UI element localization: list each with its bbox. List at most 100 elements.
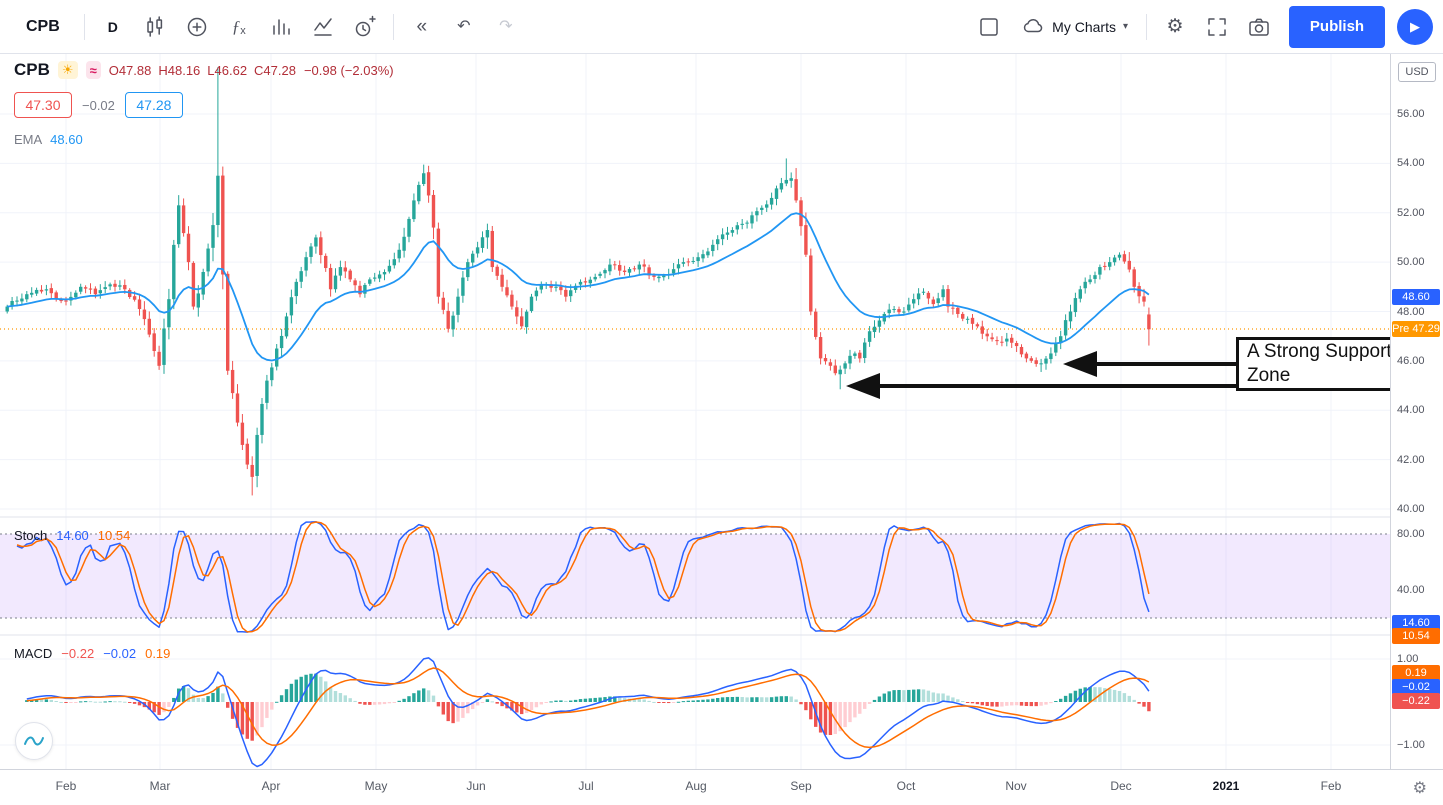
main-legend: CPB ☀ ≈ O47.88 H48.16 L46.62 C47.28 −0.9… — [14, 60, 394, 80]
macd-tick-label: 1.00 — [1397, 653, 1419, 665]
stoch-legend: Stoch 14.60 10.54 — [14, 528, 130, 543]
currency-label: USD — [1398, 62, 1436, 82]
play-icon: ▶ — [1410, 18, 1420, 34]
macd-line-badge: −0.02 — [1392, 679, 1440, 695]
premarket-price-badge: Pre 47.29 — [1392, 321, 1440, 338]
my-charts-label: My Charts — [1052, 18, 1116, 35]
time-tick-label: May — [364, 779, 388, 793]
redo-button[interactable]: ↷ — [499, 17, 513, 35]
fullscreen-icon — [1208, 17, 1226, 36]
macd-legend: MACD −0.22 −0.02 0.19 — [14, 646, 170, 661]
ohlc-low: L46.62 — [207, 62, 248, 78]
price-tick-label: 42.00 — [1397, 453, 1425, 466]
ohlc-open: O47.88 — [108, 62, 152, 78]
price-tick-label: 48.00 — [1397, 305, 1425, 318]
stoch-k-value: 14.60 — [56, 528, 89, 543]
ema-value: 48.60 — [50, 132, 83, 147]
toolbar-separator — [83, 13, 85, 40]
stoch-label: Stoch — [14, 528, 48, 543]
fx-icon-sub: x — [240, 24, 246, 37]
plus-circle-icon — [187, 17, 207, 36]
stoch-tick-label: 40.00 — [1397, 584, 1425, 596]
macd-signal-value: 0.19 — [145, 646, 171, 661]
my-charts-button[interactable]: My Charts ▾ — [1011, 8, 1138, 46]
chevron-down-icon: ▾ — [1122, 21, 1128, 32]
price-tick-label: 46.00 — [1397, 354, 1425, 367]
price-tick-label: 52.00 — [1397, 206, 1425, 219]
legend-symbol[interactable]: CPB — [14, 60, 50, 79]
bar-replay-button[interactable]: « — [416, 16, 428, 37]
buy-price-box[interactable]: 47.28 — [124, 92, 183, 118]
undo-button[interactable]: ↶ — [457, 17, 471, 35]
snapshot-button[interactable] — [1239, 8, 1279, 46]
spread-value: −0.02 — [82, 97, 115, 113]
alarm-clock-plus-icon — [355, 15, 376, 36]
templates-button[interactable] — [303, 8, 343, 46]
alert-button[interactable] — [345, 8, 385, 46]
chart-type-button[interactable] — [135, 8, 175, 46]
candles-icon — [147, 15, 162, 37]
stoch-tick-label: 80.00 — [1397, 528, 1425, 540]
macd-label: MACD — [14, 646, 53, 661]
macd-signal-badge: 0.19 — [1392, 665, 1440, 681]
interval-button[interactable]: D — [107, 18, 118, 35]
layout-square-icon — [980, 17, 998, 36]
stoch-k-badge: 14.60 — [1392, 615, 1440, 631]
time-tick-label: Apr — [261, 779, 281, 793]
time-tick-label: Feb — [55, 779, 77, 793]
fullscreen-button[interactable] — [1197, 8, 1237, 46]
macd-hist-badge: −0.22 — [1392, 693, 1440, 709]
time-settings-icon[interactable]: ⚙ — [1412, 780, 1427, 797]
price-tick-label: 56.00 — [1397, 108, 1425, 120]
cloud-icon — [1024, 18, 1043, 32]
toolbar-right-group: My Charts ▾ ⚙ Publish ▶ — [969, 0, 1433, 53]
time-tick-label: Mar — [149, 779, 171, 793]
macd-tick-label: −1.00 — [1397, 739, 1425, 751]
chart-area[interactable]: CPB ☀ ≈ O47.88 H48.16 L46.62 C47.28 −0.9… — [0, 54, 1436, 769]
ideas-play-button[interactable]: ▶ — [1397, 8, 1433, 45]
fx-icon: ƒ — [231, 16, 241, 36]
stoch-d-badge: 10.54 — [1392, 628, 1440, 644]
chart-canvas[interactable] — [0, 54, 1390, 769]
fundamentals-button[interactable] — [261, 8, 301, 46]
wave-chip-icon: ≈ — [85, 61, 101, 79]
time-tick-label: Aug — [685, 779, 707, 793]
ohlc-high: H48.16 — [158, 62, 201, 78]
bar-metrics-icon — [273, 18, 290, 35]
symbol-search-button[interactable]: CPB — [26, 17, 60, 35]
toolbar-separator — [392, 13, 394, 40]
stoch-d-value: 10.54 — [97, 528, 131, 543]
ema-label: EMA — [14, 132, 43, 147]
publish-button[interactable]: Publish — [1289, 5, 1385, 48]
price-tick-label: 54.00 — [1397, 157, 1425, 170]
ema-legend: EMA 48.60 — [14, 132, 83, 147]
time-tick-label: Oct — [896, 779, 916, 793]
price-tick-label: 44.00 — [1397, 404, 1425, 417]
legend-ohlc: O47.88 H48.16 L46.62 C47.28 — [109, 63, 296, 78]
time-tick-label: Jul — [578, 779, 594, 793]
time-tick-label: Dec — [1110, 779, 1132, 793]
ohlc-close: C47.28 — [254, 62, 296, 78]
time-tick-label: Nov — [1005, 779, 1027, 793]
macd-line-value: −0.02 — [103, 646, 137, 661]
time-tick-label: Jun — [466, 779, 486, 793]
layout-button[interactable] — [969, 8, 1009, 46]
sell-price-box[interactable]: 47.30 — [14, 92, 72, 118]
compare-button[interactable] — [177, 8, 217, 46]
price-tick-label: 40.00 — [1397, 503, 1425, 515]
price-axis[interactable]: USD 56.00 54.00 52.00 50.00 48.00 46.00 44.00 4… — [1390, 54, 1443, 769]
time-tick-label: Feb — [1320, 779, 1342, 793]
price-tick-label: 50.00 — [1397, 256, 1425, 269]
camera-icon — [1249, 18, 1269, 36]
premarket-sun-icon: ☀ — [57, 61, 78, 79]
time-tick-label: Sep — [790, 779, 812, 793]
settings-button[interactable]: ⚙ — [1166, 16, 1184, 37]
tradingview-logo-button[interactable] — [15, 722, 53, 760]
macd-hist-value: −0.22 — [61, 646, 95, 661]
time-axis[interactable]: ⚙ Feb Mar Apr May Jun Jul Aug Sep Oct Nov Dec 2021 F… — [0, 769, 1443, 805]
zigzag-icon — [314, 17, 332, 36]
annotation-text: A Strong Support Zone — [1247, 341, 1392, 386]
legend-change: −0.98 (−2.03%) — [303, 62, 394, 78]
